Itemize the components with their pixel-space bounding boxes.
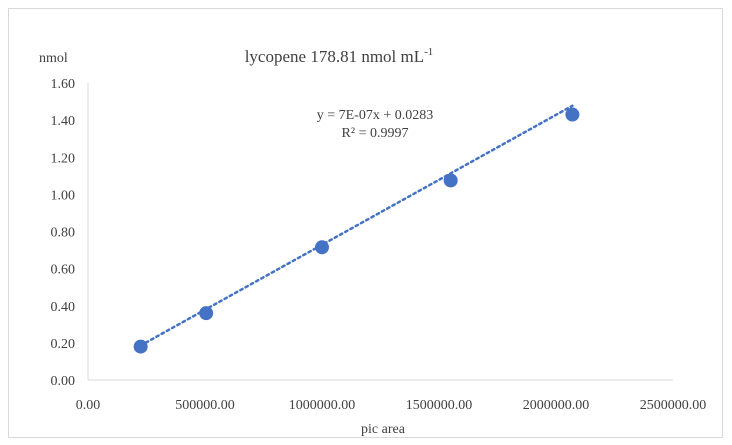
chart-svg: lycopene 178.81 nmol mL-1 nmol pic area …	[39, 46, 707, 437]
y-tick-label: 1.60	[51, 77, 76, 92]
y-tick-label: 0.00	[51, 374, 76, 389]
y-tick-label: 0.20	[51, 337, 76, 352]
y-tick-label: 0.60	[51, 263, 76, 278]
x-tick-label: 2000000.00	[523, 398, 590, 413]
y-tick-label: 1.20	[51, 151, 76, 166]
data-point	[199, 306, 214, 321]
data-points	[133, 107, 580, 354]
x-tick-labels: 0.00 500000.00 1000000.00 1500000.00 2000000…	[76, 398, 707, 413]
x-tick-label: 1500000.00	[406, 398, 473, 413]
trendline	[139, 104, 574, 347]
y-tick-label: 1.00	[51, 188, 76, 203]
chart-title-superscript: -1	[424, 46, 433, 58]
x-tick-label: 1000000.00	[289, 398, 356, 413]
chart-frame: lycopene 178.81 nmol mL-1 nmol pic area …	[8, 8, 723, 438]
y-tick-labels: 0.00 0.20 0.40 0.60 0.80 1.00 1.20 1.40 1.60	[51, 77, 76, 389]
y-tick-label: 0.40	[51, 300, 76, 315]
y-axis-label: nmol	[39, 51, 68, 66]
chart-title: lycopene 178.81 nmol mL-1	[245, 46, 434, 66]
x-axis-label: pic area	[361, 422, 406, 437]
data-point	[443, 173, 458, 188]
trendline-equation: y = 7E-07x + 0.0283	[317, 108, 434, 123]
x-tick-label: 500000.00	[175, 398, 235, 413]
data-point	[133, 339, 148, 354]
r-squared-label: R² = 0.9997	[342, 126, 409, 141]
data-point	[565, 107, 580, 122]
x-tick-label: 0.00	[76, 398, 101, 413]
data-point	[315, 240, 329, 255]
y-tick-label: 1.40	[51, 114, 76, 129]
x-tick-label: 2500000.00	[640, 398, 707, 413]
y-tick-label: 0.80	[51, 226, 76, 241]
